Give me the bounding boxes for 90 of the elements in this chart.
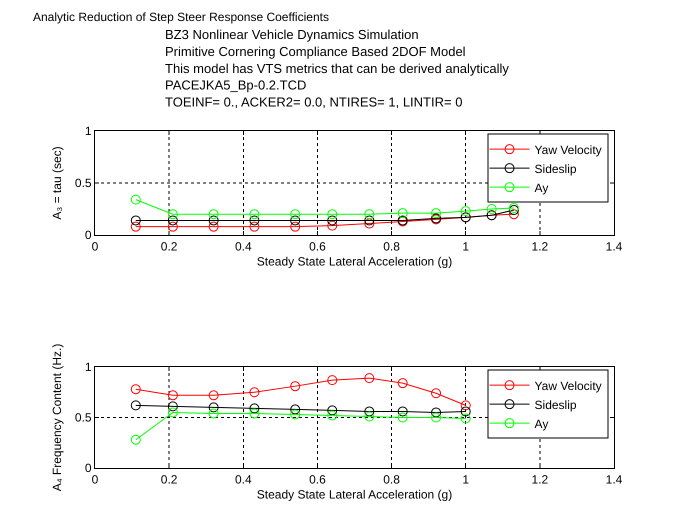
- x-tick-label: 1.4: [606, 239, 623, 254]
- legend-label: Yaw Velocity: [534, 378, 602, 393]
- x-tick-label: 0.4: [234, 239, 252, 254]
- legend-label: Ay: [534, 180, 548, 195]
- point: [208, 222, 219, 232]
- point: [290, 222, 300, 232]
- y-tick-label: 0.5: [74, 176, 92, 190]
- y-tick-label: 0: [84, 228, 92, 242]
- point: [168, 390, 178, 400]
- point: [130, 222, 141, 232]
- x-tick-label: 0.2: [160, 472, 178, 486]
- y-tick-label: 0.5: [74, 410, 92, 425]
- x-tick-label: 1.2: [532, 239, 549, 254]
- point: [398, 406, 408, 416]
- point: [168, 401, 178, 412]
- point: [168, 407, 178, 418]
- point: [290, 409, 300, 420]
- legend-label: Ay: [534, 416, 548, 431]
- point: [290, 404, 300, 414]
- x-tick-label: 1.4: [606, 472, 623, 486]
- point: [249, 222, 260, 232]
- x-tick-label: 0.8: [383, 239, 400, 254]
- point: [327, 220, 338, 231]
- x-tick-label: 1: [462, 239, 470, 254]
- point: [431, 208, 442, 218]
- point: [460, 406, 471, 416]
- x-tick-label: 1.2: [532, 472, 549, 486]
- point: [327, 405, 338, 416]
- point: [290, 215, 300, 226]
- legend-label: Sideslip: [534, 398, 577, 412]
- point: [249, 215, 260, 226]
- point: [327, 215, 338, 226]
- point: [168, 222, 178, 232]
- y-axis-title: A₃ = tau (sec): [50, 146, 64, 220]
- x-axis-title: Steady State Lateral Acceleration (g): [256, 254, 452, 268]
- point: [364, 373, 374, 384]
- point: [290, 381, 300, 392]
- chart-title: BZ3 Nonlinear Vehicle Dynamics Simulation Primitive Cornering Compliance Based 2DOF Model This model has VTS metrics that can be derived analytically PACEJKA5_Bp-0.2.TCD TOEINF= 0., ACKER2= 0.0, NTIRES= 1, LINTIR= 0: [165, 27, 510, 110]
- point: [364, 218, 374, 229]
- y-axis-title: A₄ Frequency Content (Hz.): [50, 344, 64, 492]
- y-tick-label: 1: [84, 124, 92, 138]
- point: [398, 378, 408, 388]
- point: [398, 208, 408, 218]
- point: [364, 209, 374, 220]
- point: [130, 400, 141, 410]
- y-tick-label: 0: [84, 461, 92, 476]
- point: [486, 204, 497, 214]
- point: [168, 209, 178, 220]
- point: [460, 206, 471, 216]
- text: Analytic Reduction of Step Steer Response Coefficients: [33, 10, 329, 24]
- point: [364, 411, 374, 422]
- point: [130, 384, 141, 394]
- point: [327, 410, 338, 420]
- x-tick-label: 0.6: [309, 472, 326, 486]
- point: [327, 375, 338, 386]
- point: [290, 209, 300, 220]
- point: [364, 215, 374, 226]
- point: [130, 215, 141, 226]
- point: [327, 209, 338, 220]
- point: [208, 402, 219, 412]
- point: [431, 412, 442, 422]
- point: [249, 403, 260, 414]
- x-axis-title: Steady State Lateral Acceleration (g): [256, 487, 452, 502]
- point: [208, 390, 219, 400]
- y-tick-label: 1: [84, 360, 92, 374]
- point: [208, 408, 219, 418]
- point: [249, 209, 260, 220]
- x-tick-label: 0.8: [383, 472, 400, 486]
- x-tick-label: 0.2: [160, 239, 178, 254]
- legend-label: Yaw Velocity: [534, 142, 602, 157]
- point: [208, 209, 219, 220]
- point: [398, 412, 408, 422]
- point: [508, 202, 519, 213]
- point: [249, 387, 260, 398]
- x-tick-label: 0.6: [309, 239, 326, 254]
- point: [431, 388, 442, 398]
- point: [508, 205, 519, 216]
- point: [168, 215, 178, 226]
- point: [249, 408, 260, 418]
- point: [130, 194, 141, 205]
- legend-label: Sideslip: [534, 162, 577, 176]
- point: [508, 209, 519, 220]
- point: [431, 407, 442, 418]
- point: [364, 406, 374, 416]
- point: [460, 414, 471, 424]
- point: [460, 400, 471, 410]
- point: [130, 434, 141, 445]
- x-tick-label: 0.4: [234, 472, 252, 486]
- point: [208, 215, 219, 226]
- x-tick-label: 1: [462, 472, 470, 486]
